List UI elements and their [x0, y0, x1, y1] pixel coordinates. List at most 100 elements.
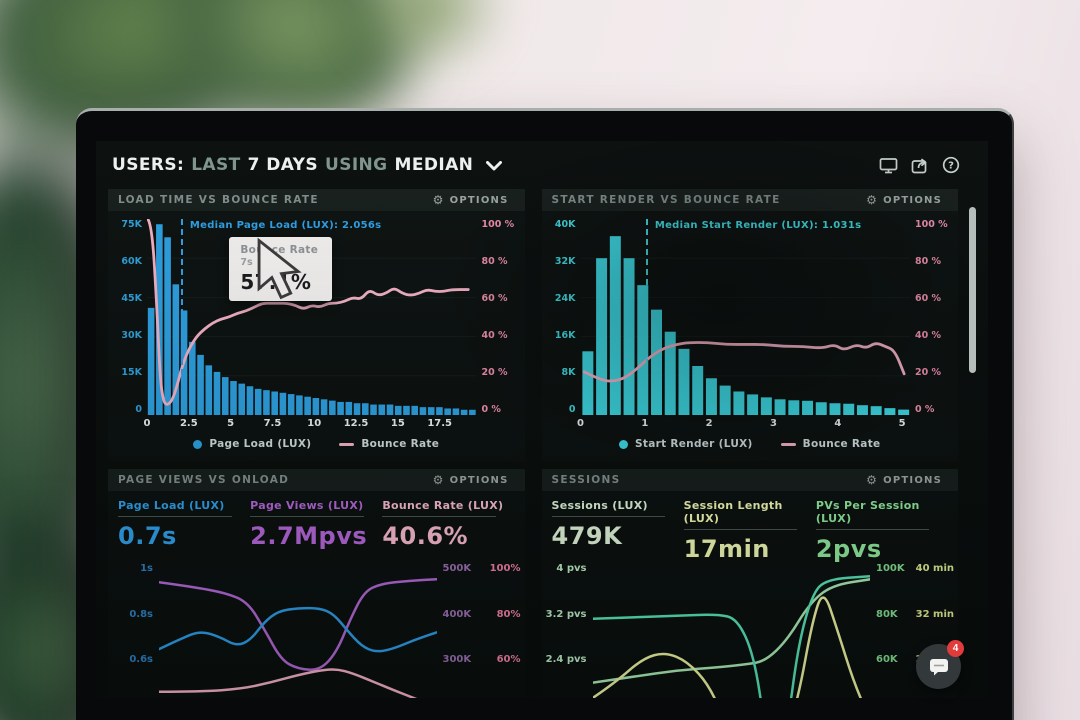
x-axis-tick: 5 — [227, 418, 235, 429]
y-axis-tick: 16K — [554, 330, 576, 341]
plant-leaf — [340, 0, 510, 80]
x-axis-tick: 12.5 — [343, 418, 369, 429]
help-icon[interactable]: ? — [942, 156, 960, 174]
y-axis-left: 75K 60K 45K 30K 15K 0 — [108, 219, 147, 415]
options-button[interactable]: ⚙ OPTIONS — [427, 473, 515, 487]
y-axis-tick-pair: 500K 100% — [443, 563, 521, 574]
metric-value: 0.7s — [118, 522, 177, 550]
y-axis-left: 40K 32K 24K 16K 8K 0 — [542, 219, 581, 415]
gear-icon: ⚙ — [432, 193, 445, 207]
legend-bounce-rate[interactable]: Bounce Rate — [339, 438, 439, 450]
options-button[interactable]: ⚙ OPTIONS — [860, 473, 948, 487]
median-line — [645, 219, 648, 415]
legend-page-load[interactable]: Page Load (LUX) — [193, 438, 311, 450]
y-axis-tick: 80 % — [481, 256, 508, 267]
y-axis-left: 1s0.8s0.6s0.4s — [108, 561, 159, 698]
sessions-chart[interactable] — [593, 561, 871, 698]
options-button[interactable]: ⚙ OPTIONS — [860, 193, 948, 207]
title-using: USING — [324, 155, 388, 175]
metric: Session Length (LUX) 17min — [683, 499, 816, 563]
y-axis-tick: 32K — [554, 256, 576, 267]
metric-value: 40.6% — [382, 522, 469, 550]
page-views-chart[interactable] — [159, 561, 437, 698]
y-axis-tick: 20 % — [481, 367, 508, 378]
metric-value: 17min — [683, 535, 770, 563]
y-axis-tick: 0 % — [481, 404, 501, 415]
y-axis-tick: 100K — [876, 563, 905, 574]
metric-value: 479K — [551, 522, 623, 550]
y-axis-tick: 0.8s — [129, 608, 153, 620]
metric-underline — [815, 529, 930, 530]
x-axis-tick: 7.5 — [263, 418, 282, 429]
gear-icon: ⚙ — [866, 473, 879, 487]
x-axis-tick: 2.5 — [179, 418, 198, 429]
metric: PVs Per Session (LUX) 2pvs — [815, 499, 948, 563]
y-axis-tick: 8K — [561, 367, 576, 378]
y-axis-tick: 60K — [876, 654, 898, 666]
metrics-row: Page Load (LUX) 0.7s Page Views (LUX) 2.7Mp… — [108, 491, 525, 557]
metric-underline — [551, 516, 666, 517]
dashboard-screen: USERS: LAST 7 DAYS USING MEDIAN ? — [96, 141, 988, 698]
title-last: LAST — [191, 155, 241, 175]
x-axis-tick: 0 — [143, 418, 151, 429]
y-axis-tick: 0.6s — [129, 654, 153, 666]
metric: Page Views (LUX) 2.7Mpvs — [250, 499, 382, 557]
laptop: USERS: LAST 7 DAYS USING MEDIAN ? — [76, 108, 1014, 720]
metric-underline — [683, 529, 798, 530]
y-axis-tick-pair: 80K 32 min — [876, 609, 954, 620]
y-axis-tick-pair: 300K 60% — [443, 654, 521, 665]
gear-icon: ⚙ — [432, 473, 445, 487]
y-axis-tick: 100 % — [915, 219, 948, 230]
y-axis-right: 100 % 80 % 60 % 40 % 20 % 0 % — [477, 219, 525, 415]
legend-start-render[interactable]: Start Render (LUX) — [619, 438, 753, 450]
y-axis-tick: 80 % — [915, 256, 942, 267]
gear-icon: ⚙ — [866, 193, 879, 207]
share-icon[interactable] — [911, 157, 929, 174]
y-axis-tick: 3.2 pvs — [545, 608, 587, 620]
x-axis-tick: 2 — [705, 418, 713, 429]
x-axis: 0 2.5 5 7.5 10 12.5 15 17.5 — [143, 418, 482, 433]
y-axis-tick: 40 min — [915, 563, 954, 574]
y-axis-tick: 0 % — [915, 404, 935, 415]
y-axis-tick: 400K — [442, 608, 472, 620]
metric-value: 2.7Mpvs — [250, 522, 368, 550]
y-axis-tick: 4 pvs — [556, 563, 587, 574]
y-axis-tick: 300K — [442, 654, 472, 666]
y-axis-tick: 30K — [121, 330, 142, 341]
x-axis-tick: 17.5 — [427, 418, 453, 429]
metric-label: PVs Per Session (LUX) — [815, 499, 920, 525]
metric-label: Page Load (LUX) — [118, 499, 225, 512]
metric-label: Bounce Rate (LUX) — [382, 499, 504, 512]
chat-bubble-button[interactable]: 4 — [916, 640, 964, 689]
legend-bounce-rate[interactable]: Bounce Rate — [780, 438, 881, 450]
start-render-chart[interactable]: Median Start Render (LUX): 1.031s — [580, 219, 910, 415]
users-range-dropdown[interactable]: USERS: LAST 7 DAYS USING MEDIAN — [112, 155, 503, 175]
panel-page-views-vs-onload: PAGE VIEWS VS ONLOAD ⚙ OPTIONS Page Load… — [108, 469, 525, 698]
metric: Page Load (LUX) 0.7s — [118, 499, 250, 557]
title-users: USERS: — [112, 155, 185, 175]
x-axis-tick: 3 — [769, 418, 777, 429]
median-annotation: Median Start Render (LUX): 1.031s — [654, 220, 862, 231]
metric-underline — [382, 516, 496, 517]
load-time-chart[interactable]: Median Page Load (LUX): 2.056s Bounce Ra… — [147, 219, 477, 415]
median-annotation: Median Page Load (LUX): 2.056s — [189, 220, 382, 231]
display-icon[interactable] — [879, 157, 898, 174]
metric-underline — [250, 516, 364, 517]
y-axis-tick-pair: 100K 40 min — [876, 563, 954, 574]
options-button[interactable]: ⚙ OPTIONS — [427, 193, 515, 207]
scrollbar-thumb[interactable] — [969, 207, 976, 373]
metric-underline — [118, 516, 232, 517]
y-axis-tick: 0 — [135, 404, 142, 415]
panel-title: SESSIONS — [551, 474, 621, 486]
y-axis-tick-pair: 400K 80% — [443, 609, 521, 620]
y-axis-right: 100 % 80 % 60 % 40 % 20 % 0 % — [910, 219, 958, 415]
y-axis-tick: 0 — [568, 404, 576, 415]
x-axis: 0 1 2 3 4 5 — [577, 418, 916, 433]
y-axis-tick: 500K — [442, 563, 472, 574]
x-axis-tick: 4 — [834, 418, 842, 429]
svg-text:?: ? — [948, 161, 954, 172]
panel-title: PAGE VIEWS VS ONLOAD — [118, 474, 290, 486]
y-axis-tick: 24K — [554, 293, 576, 304]
